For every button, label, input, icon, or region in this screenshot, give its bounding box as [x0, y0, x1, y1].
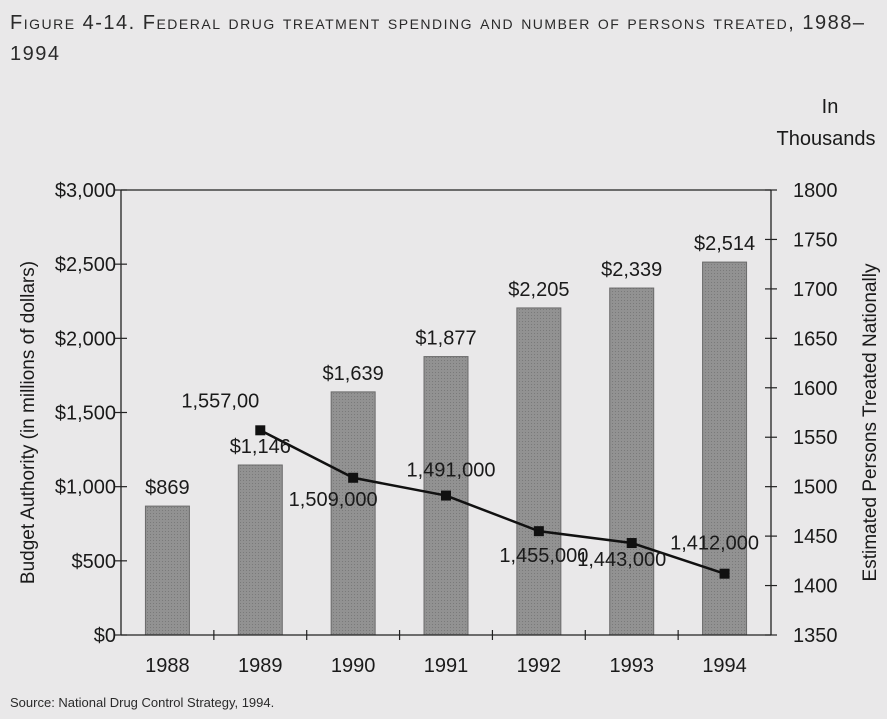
right-axis-unit-line1: In	[822, 96, 839, 118]
x-tick-label: 1992	[517, 655, 562, 677]
right-tick-label: 1450	[793, 526, 838, 548]
line-point-1992	[533, 526, 544, 537]
line-value-label: 1,509,000	[289, 489, 378, 511]
bar-value-label: $2,514	[694, 233, 755, 255]
right-tick-label: 1350	[793, 625, 838, 647]
line-point-1990	[348, 472, 359, 483]
bar-1994	[702, 261, 748, 636]
line-value-label: 1,443,000	[577, 549, 666, 571]
line-point-1991	[441, 490, 451, 501]
right-axis-unit-line2: Thousands	[777, 128, 876, 150]
bar-value-label: $2,339	[601, 259, 662, 281]
x-tick-label: 1991	[424, 655, 469, 677]
persons-treated-line	[259, 429, 725, 575]
right-tick-label: 1700	[793, 279, 838, 301]
bar-1992	[516, 307, 562, 636]
x-tick-label: 1990	[331, 655, 376, 677]
line-point-1994	[719, 568, 730, 579]
right-tick-label: 1400	[793, 576, 838, 598]
left-tick-label: $2,500	[55, 254, 116, 276]
bar-value-label: $2,205	[508, 279, 569, 301]
x-tick-label: 1989	[238, 655, 283, 677]
x-tick-label: 1993	[609, 655, 654, 677]
left-tick-label: $500	[72, 551, 117, 573]
bar-1988	[144, 505, 190, 636]
right-tick-label: 1800	[793, 180, 838, 202]
right-tick-label: 1750	[793, 229, 838, 251]
right-axis-title: Estimated Persons Treated Nationally	[860, 263, 881, 581]
left-tick-label: $3,000	[55, 180, 116, 202]
line-value-label: 1,455,000	[499, 545, 588, 567]
right-tick-label: 1550	[793, 427, 838, 449]
line-value-label: 1,412,000	[670, 533, 759, 555]
left-tick-label: $0	[94, 625, 116, 647]
x-tick-label: 1994	[702, 655, 747, 677]
line-value-label: 1,557,00	[181, 390, 259, 412]
bar-1990	[330, 391, 376, 636]
right-tick-label: 1650	[793, 328, 838, 350]
right-tick-label: 1500	[793, 477, 838, 499]
bar-value-label: $1,146	[230, 436, 291, 458]
source-note: Source: National Drug Control Strategy, …	[10, 695, 275, 710]
bar-value-label: $1,877	[415, 328, 476, 350]
right-tick-label: 1600	[793, 378, 838, 400]
left-tick-label: $1,000	[55, 477, 116, 499]
left-tick-label: $1,500	[55, 403, 116, 425]
x-tick-label: 1988	[145, 655, 190, 677]
bar-value-label: $1,639	[323, 363, 384, 385]
line-point-1993	[626, 538, 637, 549]
bar-1989	[237, 464, 283, 636]
bar-value-label: $869	[145, 477, 190, 499]
line-point-1989	[255, 425, 266, 436]
bar-1993	[609, 287, 655, 636]
left-tick-label: $2,000	[55, 328, 116, 350]
left-axis-title: Budget Authority (in millions of dollars…	[18, 261, 39, 584]
chart-title: Figure 4-14. Federal drug treatment spen…	[10, 12, 866, 65]
line-value-label: 1,491,000	[407, 460, 496, 482]
